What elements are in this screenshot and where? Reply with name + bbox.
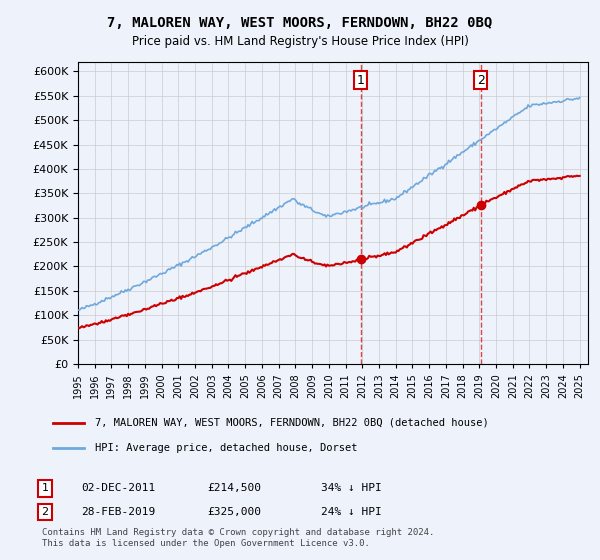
Text: Price paid vs. HM Land Registry's House Price Index (HPI): Price paid vs. HM Land Registry's House … bbox=[131, 35, 469, 48]
Text: 1: 1 bbox=[41, 483, 49, 493]
Text: 2: 2 bbox=[477, 73, 485, 87]
Text: £214,500: £214,500 bbox=[207, 483, 261, 493]
Text: 1: 1 bbox=[357, 73, 365, 87]
Text: 34% ↓ HPI: 34% ↓ HPI bbox=[321, 483, 382, 493]
Text: £325,000: £325,000 bbox=[207, 507, 261, 517]
Text: 7, MALOREN WAY, WEST MOORS, FERNDOWN, BH22 0BQ (detached house): 7, MALOREN WAY, WEST MOORS, FERNDOWN, BH… bbox=[95, 418, 488, 427]
Text: 28-FEB-2019: 28-FEB-2019 bbox=[81, 507, 155, 517]
Text: 02-DEC-2011: 02-DEC-2011 bbox=[81, 483, 155, 493]
Text: Contains HM Land Registry data © Crown copyright and database right 2024.
This d: Contains HM Land Registry data © Crown c… bbox=[42, 528, 434, 548]
Text: 7, MALOREN WAY, WEST MOORS, FERNDOWN, BH22 0BQ: 7, MALOREN WAY, WEST MOORS, FERNDOWN, BH… bbox=[107, 16, 493, 30]
Text: HPI: Average price, detached house, Dorset: HPI: Average price, detached house, Dors… bbox=[95, 443, 358, 452]
Text: 24% ↓ HPI: 24% ↓ HPI bbox=[321, 507, 382, 517]
Text: 2: 2 bbox=[41, 507, 49, 517]
